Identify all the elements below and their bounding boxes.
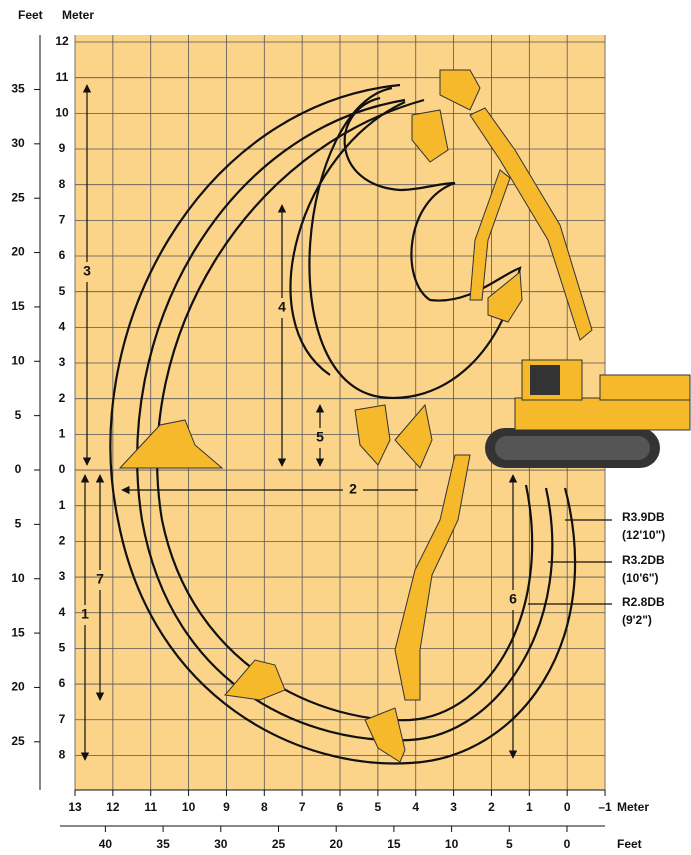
dimension-label: 7	[96, 571, 104, 587]
left-feet-label: 30	[11, 136, 25, 150]
excavator	[118, 69, 691, 763]
dimension-label: 2	[349, 481, 357, 497]
left-feet-label: 15	[11, 299, 25, 313]
bottom-meter-label: 5	[375, 800, 382, 814]
bottom-feet-label: 20	[330, 837, 344, 851]
dimension-lines	[80, 84, 612, 761]
left-meter-label: 0	[59, 462, 66, 476]
bottom-meter-label: 6	[337, 800, 344, 814]
left-meter-label: 4	[59, 320, 66, 334]
left-feet-label: 5	[15, 517, 22, 531]
left-meter-label: 6	[59, 676, 66, 690]
left-meter-label: 4	[59, 605, 66, 619]
left-meter-label: 3	[59, 569, 66, 583]
bottom-feet-label: 10	[445, 837, 459, 851]
bottom-meter-label: 12	[106, 800, 120, 814]
dimension-label: 5	[316, 429, 324, 445]
boom-name: R2.8DB	[622, 595, 665, 609]
left-meter-label: 5	[59, 284, 66, 298]
left-feet-label: 25	[11, 190, 25, 204]
left-meter-label: 7	[59, 213, 66, 227]
dimension-label: 1	[81, 606, 89, 622]
dimension-label: 6	[509, 591, 517, 607]
left-meter-label: 10	[55, 106, 69, 120]
bottom-feet-label: 5	[506, 837, 513, 851]
bottom-feet-label: 15	[387, 837, 401, 851]
left-feet-label: 15	[11, 625, 25, 639]
left-meter-label: 11	[56, 70, 69, 84]
left-meter-label: 12	[55, 34, 69, 48]
left-meter-label: 1	[59, 498, 66, 512]
boom-name: R3.9DB	[622, 510, 665, 524]
left-feet-label: 5	[15, 408, 22, 422]
bottom-meter-label: 4	[412, 800, 419, 814]
left-meter-label: 2	[59, 391, 66, 405]
left-feet-label: 10	[11, 353, 25, 367]
bottom-meter-label: 9	[223, 800, 230, 814]
left-meter-label: 8	[59, 177, 66, 191]
bottom-feet-label: 40	[99, 837, 113, 851]
bottom-feet-label: 35	[156, 837, 170, 851]
dimension-label: 4	[278, 299, 286, 315]
bottom-meter-label: 10	[182, 800, 196, 814]
left-meter-label: 7	[59, 712, 66, 726]
left-feet-label: 25	[11, 734, 25, 748]
bottom-meter-label: –1	[598, 800, 612, 814]
left-meter-header: Meter	[62, 8, 94, 22]
left-feet-label: 10	[11, 571, 25, 585]
bottom-meter-label: 2	[488, 800, 495, 814]
left-feet-label: 35	[11, 82, 25, 96]
bottom-feet-label: 30	[214, 837, 228, 851]
bottom-meter-label: 3	[450, 800, 457, 814]
bottom-meter-label: 8	[261, 800, 268, 814]
left-meter-label: 8	[59, 748, 66, 762]
left-meter-label: 9	[59, 141, 66, 155]
left-meter-label: 5	[59, 641, 66, 655]
bottom-meter-label: 7	[299, 800, 306, 814]
bottom-feet-label: 25	[272, 837, 286, 851]
bottom-meter-label: 11	[144, 800, 157, 814]
bottom-meter-label: 0	[564, 800, 571, 814]
left-feet-label: 20	[11, 245, 25, 259]
boom-size: (10'6")	[622, 571, 659, 585]
bottom-meter-unit: Meter	[617, 800, 649, 814]
dimension-label: 3	[83, 263, 91, 279]
boom-name: R3.2DB	[622, 553, 665, 567]
envelopes	[109, 83, 577, 765]
left-meter-label: 3	[59, 355, 66, 369]
left-feet-header: Feet	[18, 8, 43, 22]
bottom-meter-label: 1	[526, 800, 533, 814]
bottom-feet-unit: Feet	[617, 837, 642, 851]
left-meter-label: 2	[59, 534, 66, 548]
bottom-meter-label: 13	[68, 800, 82, 814]
left-meter-label: 1	[59, 427, 66, 441]
left-feet-label: 0	[15, 462, 22, 476]
boom-size: (9'2")	[622, 613, 652, 627]
left-meter-label: 6	[59, 248, 66, 262]
boom-size: (12'10")	[622, 528, 665, 542]
left-feet-label: 20	[11, 680, 25, 694]
bottom-feet-label: 0	[564, 837, 571, 851]
